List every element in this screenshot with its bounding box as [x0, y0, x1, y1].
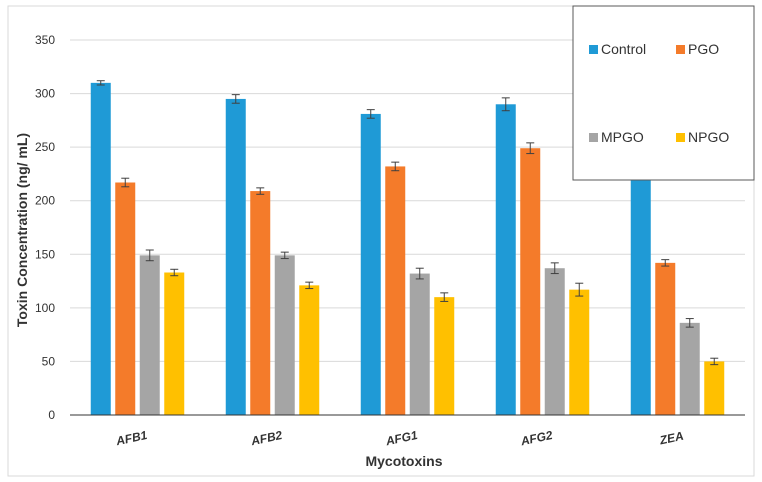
- x-category-label: AFB2: [249, 428, 284, 448]
- bar-mpgo-afb1: [139, 255, 160, 415]
- legend: Control PGO MPGO NPGO: [572, 5, 755, 181]
- x-category-label: AFB1: [114, 428, 149, 448]
- bars: [90, 80, 725, 416]
- legend-label-pgo: PGO: [688, 41, 719, 57]
- bar-pgo-afg1: [385, 166, 406, 415]
- bar-pgo-afg2: [520, 148, 541, 415]
- x-axis-categories: AFB1 AFB2 AFG1 AFG2 ZEA: [114, 428, 685, 449]
- bar-npgo-afg2: [569, 289, 590, 415]
- y-tick-label: 50: [42, 354, 56, 368]
- y-axis-ticks: 0 50 100 150 200 250 300 350: [35, 33, 55, 422]
- bar-control-afb1: [90, 82, 111, 415]
- x-category-label: ZEA: [657, 429, 684, 448]
- legend-swatch-pgo: [676, 45, 685, 54]
- legend-label-control: Control: [601, 41, 646, 57]
- legend-box: [572, 5, 755, 181]
- x-category-label: AFG1: [384, 428, 420, 449]
- bar-control-afg1: [360, 113, 381, 415]
- x-axis-title: Mycotoxins: [365, 453, 442, 469]
- y-axis-title: Toxin Concentration (ng/ mL): [14, 133, 30, 327]
- y-tick-label: 100: [35, 301, 55, 315]
- bar-npgo-afb1: [164, 272, 185, 415]
- bar-pgo-afb2: [250, 191, 271, 415]
- x-category-label: AFG2: [519, 428, 555, 449]
- bar-control-afb2: [225, 98, 246, 415]
- y-tick-label: 150: [35, 247, 55, 261]
- bar-control-zea: [630, 167, 651, 415]
- bar-pgo-afb1: [115, 182, 136, 415]
- bar-mpgo-afg1: [409, 273, 430, 415]
- bar-npgo-afb2: [299, 285, 320, 415]
- y-tick-label: 300: [35, 87, 55, 101]
- bar-pgo-zea: [655, 262, 676, 415]
- chart-border: [7, 5, 755, 477]
- bar-npgo-afg1: [434, 297, 455, 415]
- bar-mpgo-afb2: [274, 255, 295, 415]
- legend-swatch-mpgo: [589, 133, 598, 142]
- bar-mpgo-zea: [679, 322, 700, 415]
- bar-npgo-zea: [704, 361, 725, 415]
- y-tick-label: 350: [35, 33, 55, 47]
- legend-label-mpgo: MPGO: [601, 129, 644, 145]
- y-tick-label: 0: [48, 408, 55, 422]
- legend-swatch-control: [589, 45, 598, 54]
- bar-mpgo-afg2: [544, 268, 565, 415]
- legend-swatch-npgo: [676, 133, 685, 142]
- legend-label-npgo: NPGO: [688, 129, 729, 145]
- y-tick-label: 200: [35, 194, 55, 208]
- y-tick-label: 250: [35, 140, 55, 154]
- bar-control-afg2: [495, 104, 516, 416]
